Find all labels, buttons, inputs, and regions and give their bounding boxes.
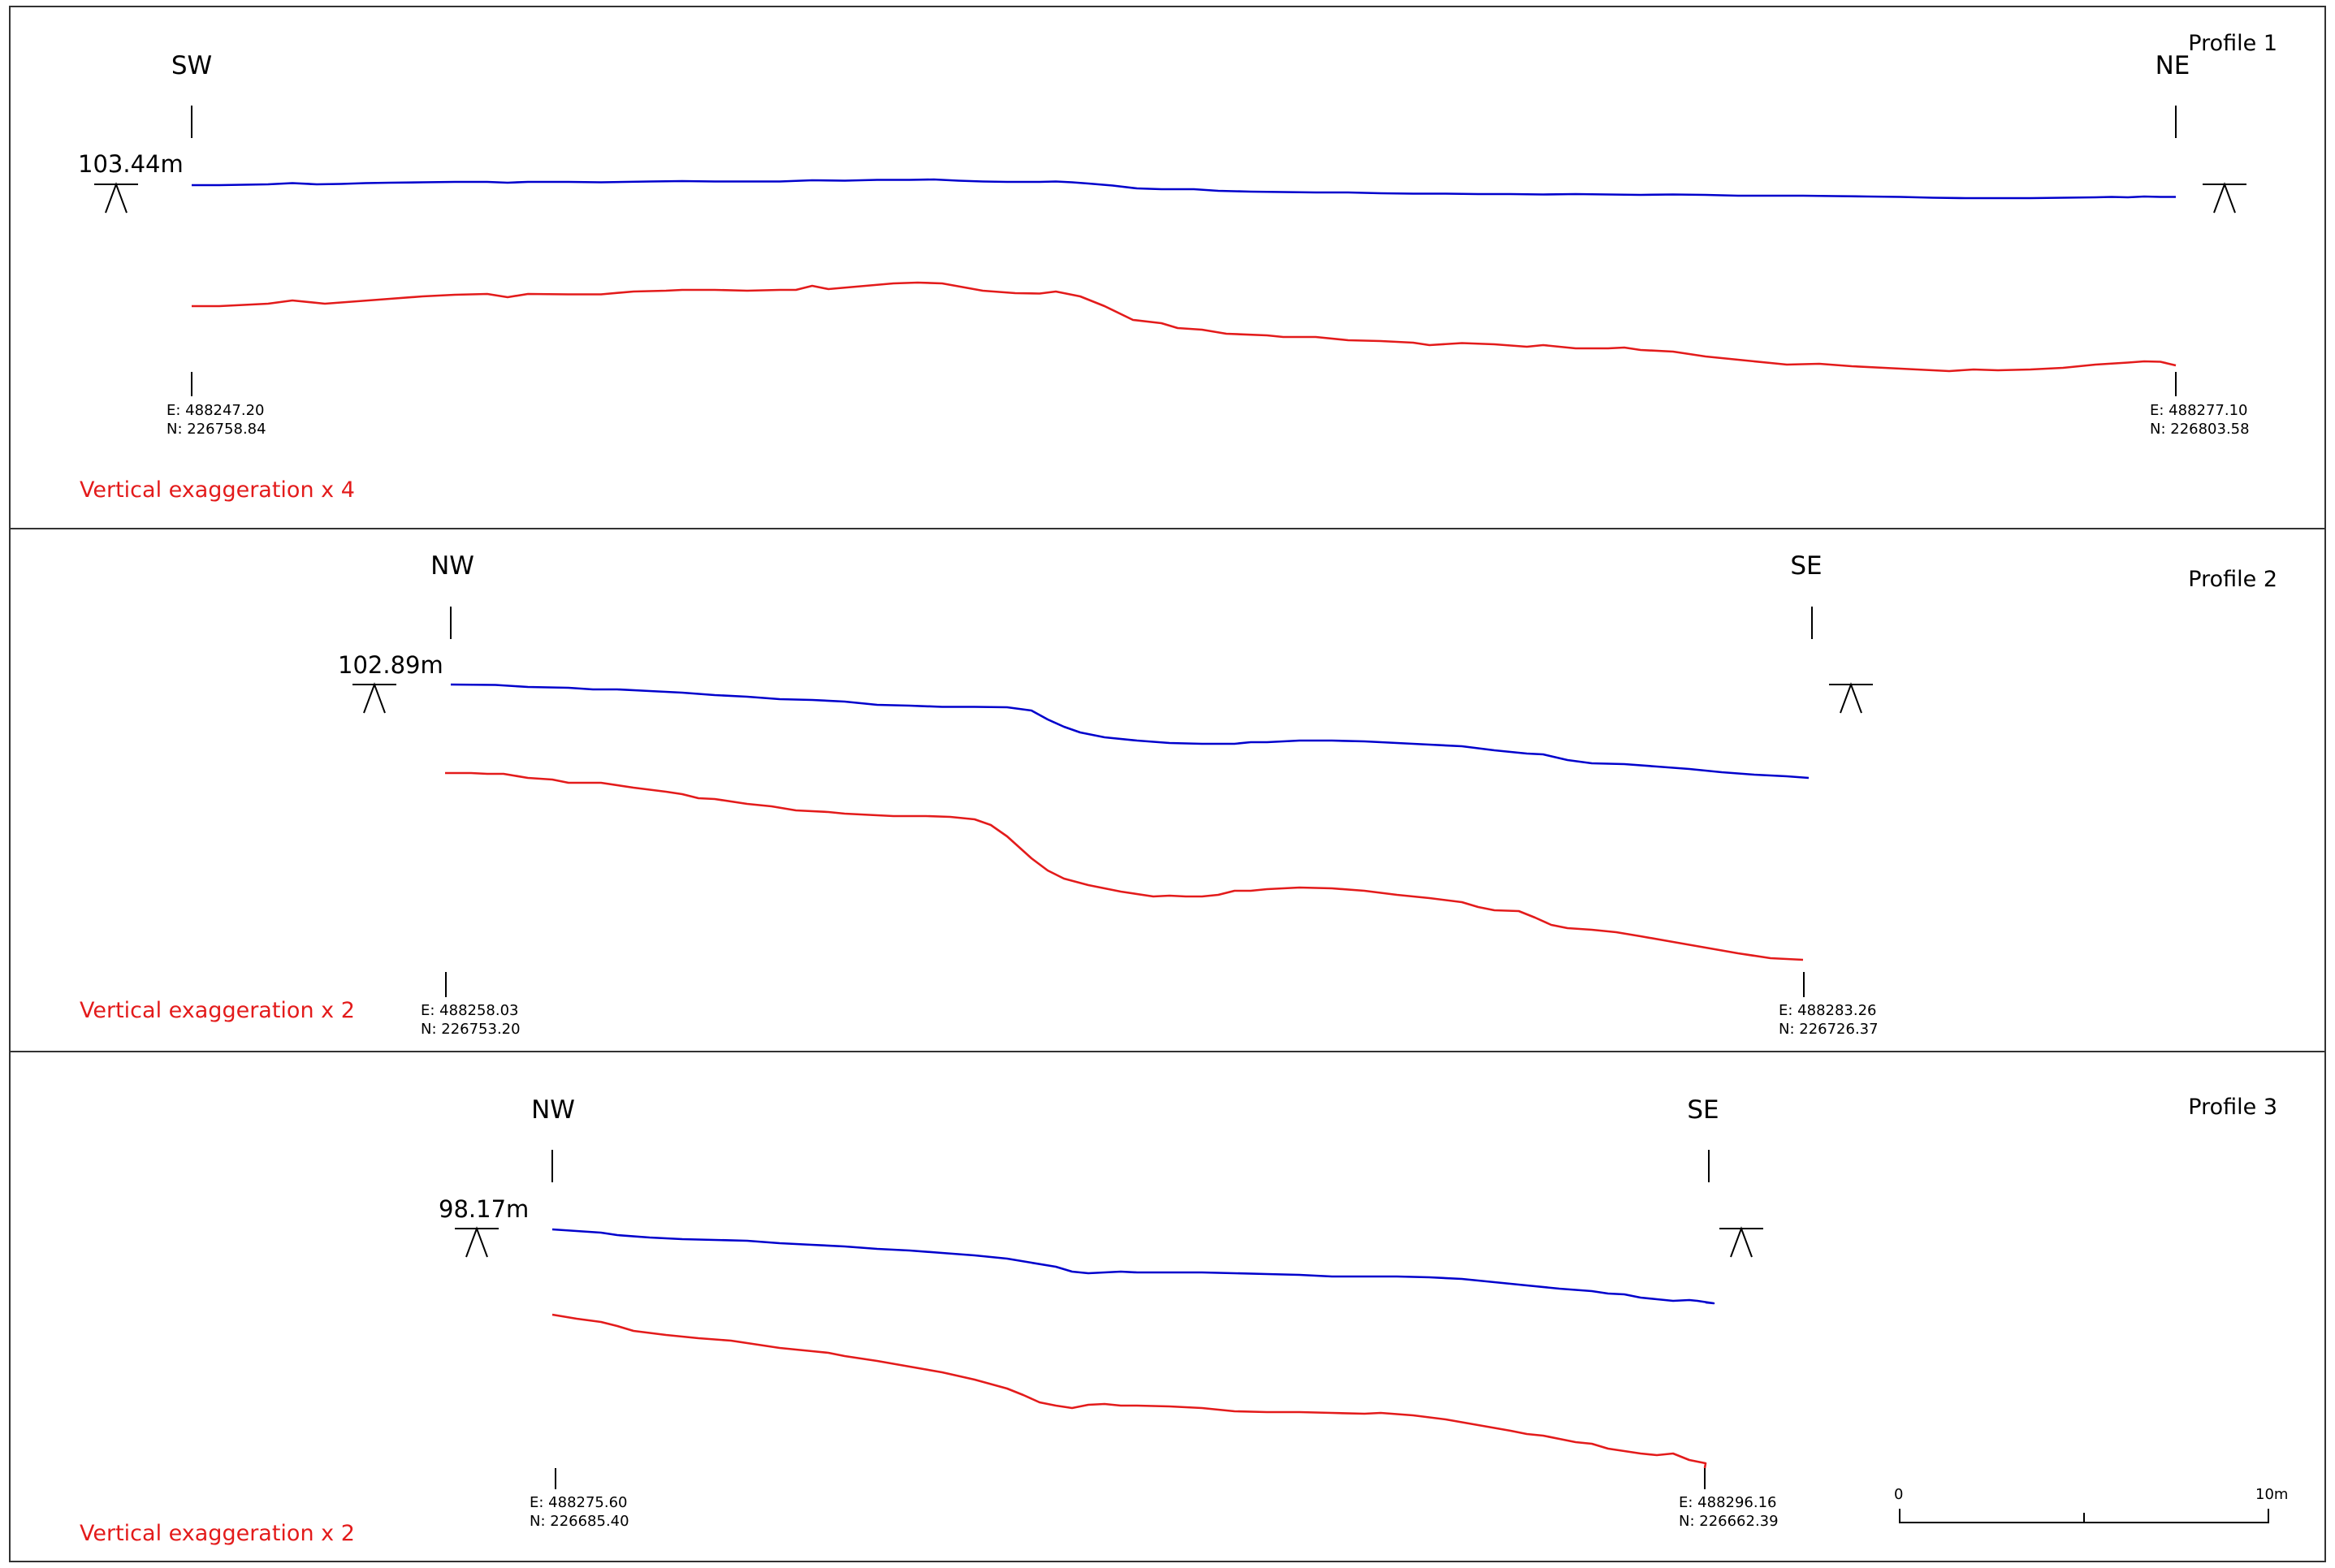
scale-bar: 0 10m [1894,1486,2288,1523]
profile-3-start-datum-symbol [455,1226,499,1258]
profile-2-end-direction: SE [1790,551,1822,581]
scale-bar-min-label: 0 [1894,1486,1903,1503]
profile-2-end-northing: N: 226726.37 [1779,1021,1879,1038]
profile-3-start-direction: NW [531,1095,575,1125]
profile-1-start-datum-symbol [94,182,138,214]
profile-3-datum-level: 98.17m [439,1195,529,1223]
profile-1-end-easting: E: 488277.10 [2150,402,2248,419]
profile-2-upper-line [450,683,1810,780]
profile-2-panel: Profile 2 NW SE 102.89m E: 488258.03 N: … [80,551,2277,1038]
profile-1-end-northing: N: 226803.58 [2150,421,2250,438]
scale-bar-max-label: 10m [2255,1486,2288,1503]
profile-3-end-northing: N: 226662.39 [1679,1513,1779,1530]
profile-3-title: Profile 3 [2188,1095,2277,1120]
profile-2-start-direction: NW [430,551,474,581]
profile-3-start-northing: N: 226685.40 [530,1513,629,1530]
profile-3-end-easting: E: 488296.16 [1679,1494,1777,1511]
profile-3-start-easting: E: 488275.60 [530,1494,628,1511]
profile-3-vertical-exaggeration: Vertical exaggeration x 2 [80,1521,355,1546]
profile-3-upper-line [551,1228,1715,1305]
profile-2-end-easting: E: 488283.26 [1779,1002,1877,1019]
profile-1-start-direction: SW [171,51,212,80]
sheet-frame [9,6,2326,1562]
profile-1-panel: Profile 1 SW NE 103.44m E: 488247.20 N: … [78,31,2277,503]
profile-1-datum-level: 103.44m [78,150,184,178]
profile-2-vertical-exaggeration: Vertical exaggeration x 2 [80,998,355,1023]
profile-3-end-datum-symbol [1719,1226,1763,1258]
profile-2-lower-line [445,771,1804,961]
profile-2-start-datum-symbol [352,682,396,714]
profile-2-start-northing: N: 226753.20 [421,1021,521,1038]
profile-3-panel: Profile 3 NW SE 98.17m E: 488275.60 N: 2… [80,1095,2277,1546]
profile-2-end-datum-symbol [1829,682,1873,714]
profile-1-lower-line [192,281,2177,373]
profile-1-title: Profile 1 [2188,31,2277,56]
profile-2-datum-level: 102.89m [338,651,443,679]
profile-2-start-easting: E: 488258.03 [421,1002,519,1019]
profile-1-start-northing: N: 226758.84 [166,421,266,438]
profile-2-title: Profile 2 [2188,567,2277,592]
profile-3-end-direction: SE [1687,1095,1719,1125]
profile-1-start-easting: E: 488247.20 [166,402,265,419]
profile-1-vertical-exaggeration: Vertical exaggeration x 4 [80,477,355,503]
profile-1-end-direction: NE [2156,51,2190,80]
profile-1-upper-line [192,178,2176,200]
profile-3-lower-line [551,1313,1707,1469]
profile-1-end-datum-symbol [2203,182,2246,214]
